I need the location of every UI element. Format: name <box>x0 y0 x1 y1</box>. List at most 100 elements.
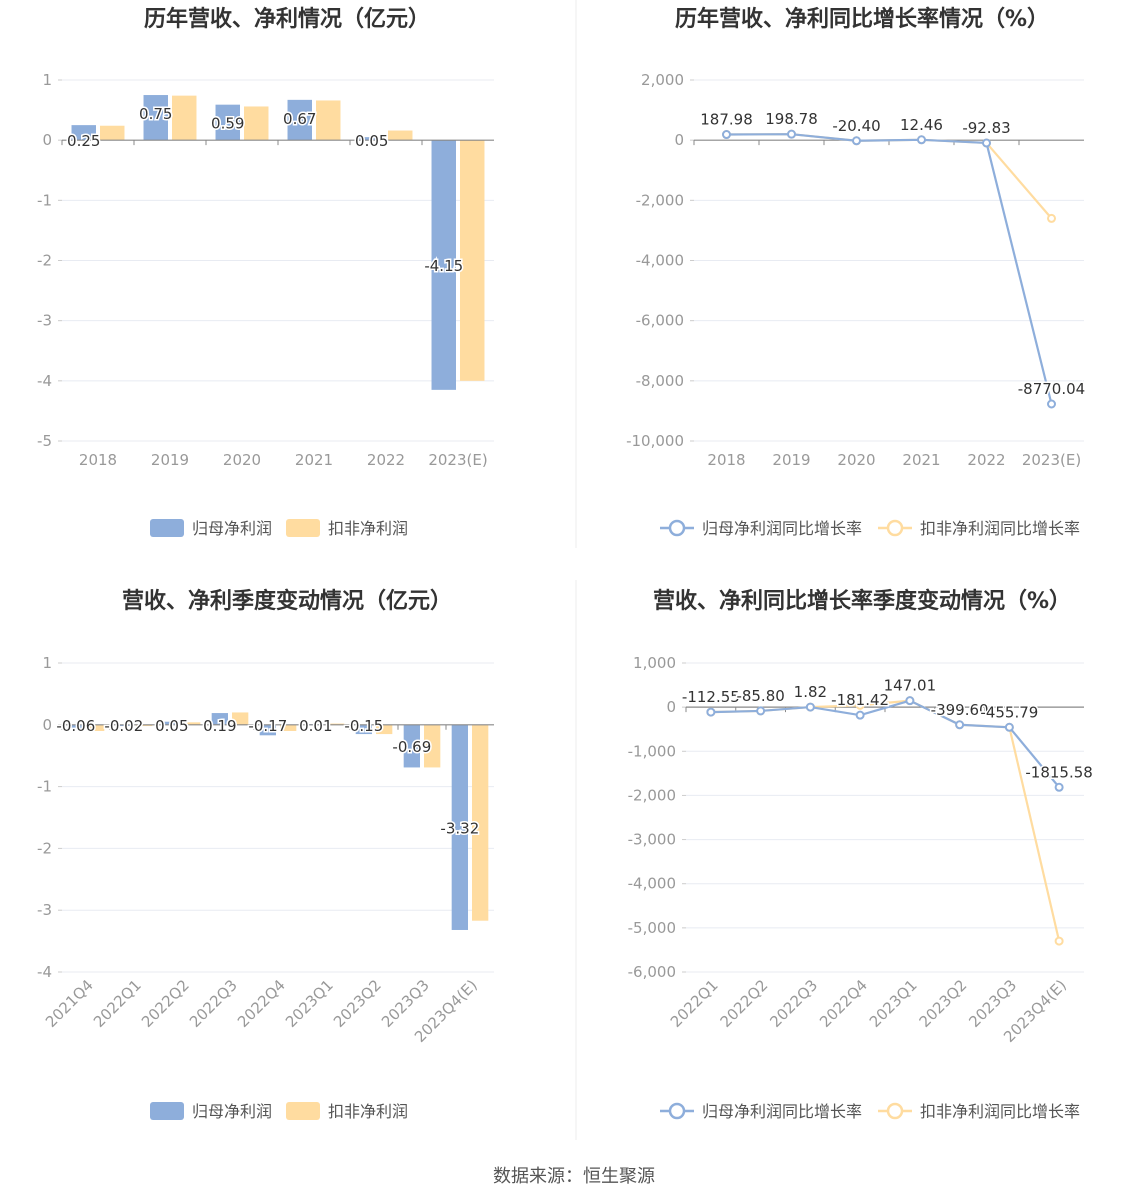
point-attributable-growth <box>706 707 716 717</box>
chart-title: 历年营收、净利情况（亿元） <box>144 6 430 32</box>
y-tick-label: -1,000 <box>628 742 676 760</box>
y-tick-label: 2,000 <box>641 71 684 89</box>
line-attributable-growth <box>710 699 1060 788</box>
data-label: -4.15 <box>424 257 463 275</box>
legend-swatch <box>150 519 184 537</box>
x-tick-label: 2022Q1 <box>90 976 145 1031</box>
data-label: -20.40 <box>832 117 880 135</box>
y-tick-label: -1 <box>37 778 52 796</box>
y-tick-label: -2,000 <box>628 786 676 804</box>
data-label: 198.78 <box>765 110 818 128</box>
y-tick-label: 0 <box>42 716 52 734</box>
bar-deducted-net-profit <box>100 125 125 141</box>
data-label: -0.69 <box>392 738 431 756</box>
point-attributable-growth <box>1047 399 1056 409</box>
x-tick-label: 2022Q1 <box>667 976 722 1031</box>
data-label: 0.59 <box>211 115 244 133</box>
data-label: 0.25 <box>67 132 100 150</box>
x-tick-label: 2022Q3 <box>186 976 241 1031</box>
x-tick-label: 2020 <box>837 451 875 469</box>
data-label: 0.19 <box>203 717 236 735</box>
data-label: -0.02 <box>104 717 143 735</box>
x-tick-label: 2023(E) <box>428 451 487 469</box>
point-attributable-growth <box>917 135 926 145</box>
legend-label: 扣非净利润 <box>328 519 408 538</box>
bar-deducted-net-profit <box>88 724 105 731</box>
x-tick-label: 2019 <box>772 451 810 469</box>
data-label: 0.05 <box>155 717 188 735</box>
point-attributable-growth <box>805 702 815 712</box>
legend-label: 归母净利润 <box>192 519 272 538</box>
y-tick-label: -3,000 <box>628 831 676 849</box>
data-label: -455.79 <box>980 703 1038 721</box>
x-tick-label: 2023Q2 <box>916 976 971 1031</box>
point-attributable-growth <box>787 129 796 139</box>
x-tick-label: 2022 <box>967 451 1005 469</box>
data-label: 0.05 <box>355 132 388 150</box>
bar-attributable-net-profit <box>259 724 276 736</box>
x-tick-label: 2021 <box>295 451 333 469</box>
data-label: -0.06 <box>56 717 95 735</box>
y-tick-label: -3 <box>37 901 52 919</box>
bar-deducted-net-profit <box>280 724 297 731</box>
point-attributable-growth <box>852 136 861 146</box>
y-tick-label: 0 <box>666 698 676 716</box>
point-attributable-growth <box>905 696 915 706</box>
y-tick-label: -5,000 <box>628 919 676 937</box>
y-tick-label: -4,000 <box>628 875 676 893</box>
legend-swatch <box>286 1102 320 1120</box>
bar-deducted-net-profit <box>388 130 413 141</box>
data-label: -399.60 <box>931 701 989 719</box>
bar-deducted-net-profit <box>424 724 441 768</box>
chart-title: 营收、净利季度变动情况（亿元） <box>122 588 452 614</box>
point-attributable-growth <box>756 706 766 716</box>
y-tick-label: -5 <box>37 432 52 450</box>
chart-title: 历年营收、净利同比增长率情况（%） <box>675 6 1049 32</box>
bar-attributable-net-profit <box>287 99 312 141</box>
y-tick-label: 1 <box>42 71 52 89</box>
legend-label: 归母净利润同比增长率 <box>702 519 862 538</box>
x-tick-label: 2022Q4 <box>816 976 871 1031</box>
data-source-footer: 数据来源：恒生聚源 <box>493 1166 655 1187</box>
data-label: -1815.58 <box>1025 763 1092 781</box>
x-tick-label: 2022Q3 <box>766 976 821 1031</box>
y-tick-label: 0 <box>42 131 52 149</box>
bar-deducted-net-profit <box>232 712 249 725</box>
legend-label: 扣非净利润同比增长率 <box>920 519 1080 538</box>
chart-title: 营收、净利同比增长率季度变动情况（%） <box>653 588 1071 614</box>
bar-deducted-net-profit <box>136 724 153 727</box>
point-attributable-growth <box>722 130 731 140</box>
x-tick-label: 2019 <box>151 451 189 469</box>
bar-deducted-net-profit <box>184 722 201 725</box>
y-tick-label: -2 <box>37 252 52 270</box>
bar-deducted-net-profit <box>316 100 341 141</box>
bar-attributable-net-profit <box>163 721 180 725</box>
point-deducted-growth <box>1047 213 1056 223</box>
y-tick-label: -2,000 <box>636 191 684 209</box>
legend-label: 扣非净利润 <box>328 1102 408 1121</box>
data-label: -85.80 <box>736 687 784 705</box>
data-label: 0.67 <box>283 110 316 128</box>
line-attributable-growth <box>726 133 1053 405</box>
data-label: 0.75 <box>139 105 172 123</box>
legend-label: 扣非净利润同比增长率 <box>920 1102 1080 1121</box>
bar-attributable-net-profit <box>355 724 372 735</box>
x-tick-label: 2022Q2 <box>138 976 193 1031</box>
y-tick-label: 1 <box>42 654 52 672</box>
bar-attributable-net-profit <box>359 137 384 141</box>
legend-swatch <box>286 519 320 537</box>
y-tick-label: -4 <box>37 372 52 390</box>
y-tick-label: -10,000 <box>626 432 684 450</box>
bar-attributable-net-profit <box>71 125 96 141</box>
x-tick-label: 2021Q4 <box>42 976 97 1031</box>
legend-swatch <box>150 1102 184 1120</box>
data-label: -8770.04 <box>1018 380 1085 398</box>
point-attributable-growth <box>1054 782 1064 792</box>
bar-attributable-net-profit <box>115 724 132 727</box>
legend-label: 归母净利润 <box>192 1102 272 1121</box>
data-label: 147.01 <box>884 677 937 695</box>
data-label: -0.15 <box>344 717 383 735</box>
x-tick-label: 2021 <box>902 451 940 469</box>
y-tick-label: 0 <box>674 131 684 149</box>
